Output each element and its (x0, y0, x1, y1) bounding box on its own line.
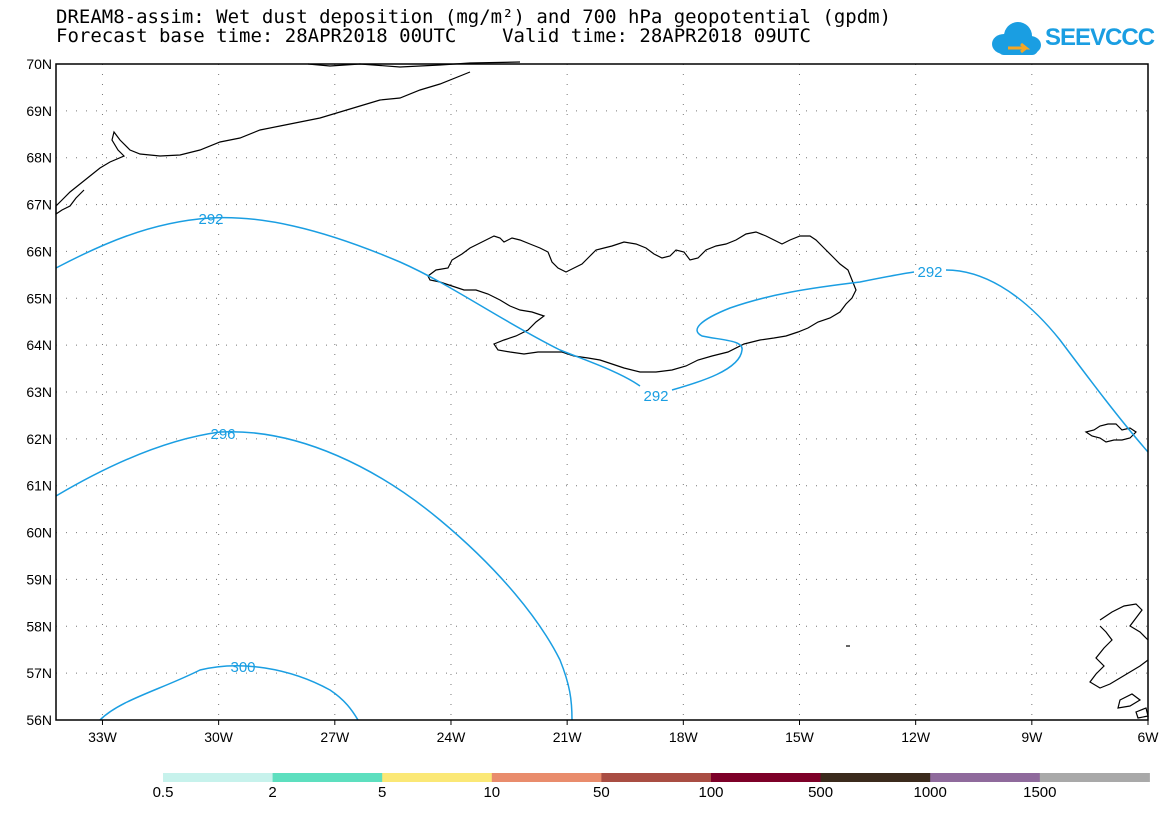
graticule (56, 64, 1148, 720)
colorbar-swatch (272, 773, 383, 782)
colorbar-label: 10 (483, 784, 501, 801)
coast-greenland (55, 61, 521, 216)
lat-tick-label: 64N (26, 337, 52, 353)
lon-tick-label: 9W (1021, 729, 1043, 745)
contour-label-292c: 292 (917, 264, 942, 281)
lat-tick-label: 58N (26, 618, 52, 634)
geopotential-contours (55, 216, 1149, 721)
lat-tick-label: 63N (26, 384, 52, 400)
contour-labels: 292 292 292 296 300 (198, 211, 942, 676)
contour-label-296: 296 (210, 426, 235, 443)
colorbar-swatch (163, 773, 274, 782)
chart-title-line1: DREAM8-assim: Wet dust deposition (mg/m²… (56, 6, 892, 28)
lon-tick-label: 21W (553, 729, 583, 745)
contour-label-292a: 292 (198, 211, 223, 228)
lon-tick-label: 27W (320, 729, 350, 745)
contour-label-292b: 292 (643, 388, 668, 405)
lon-tick-label: 12W (901, 729, 931, 745)
seevccc-logo: SEEVCCC (988, 18, 1155, 60)
colorbar-label: 50 (593, 784, 610, 801)
colorbar-label: 1500 (1023, 784, 1057, 801)
contour-300 (99, 665, 359, 721)
colorbar-swatch (491, 773, 602, 782)
lon-tick-label: 15W (785, 729, 815, 745)
lon-tick-label: 6W (1138, 729, 1160, 745)
colorbar-swatch (1039, 773, 1150, 782)
contour-label-300: 300 (230, 659, 255, 676)
coast-faroes (1084, 423, 1137, 443)
lat-tick-label: 70N (26, 56, 52, 72)
colorbar-swatch (820, 773, 931, 782)
lat-tick-label: 57N (26, 665, 52, 681)
contour-292-east (945, 269, 1149, 453)
map-frame (55, 63, 1149, 721)
lat-tick-label: 66N (26, 243, 52, 259)
colorbar-label: 100 (698, 784, 724, 801)
lat-tick-label: 65N (26, 290, 52, 306)
lat-tick-label: 59N (26, 571, 52, 587)
lat-tick-label: 56N (26, 712, 52, 728)
contour-292-west (55, 216, 641, 387)
lat-tick-label: 68N (26, 150, 52, 166)
colorbar-label: 1000 (913, 784, 947, 801)
lon-tick-label: 33W (88, 729, 118, 745)
colorbar-swatch (930, 773, 1041, 782)
lat-tick-label: 60N (26, 525, 52, 541)
logo-text: SEEVCCC (1045, 24, 1155, 51)
lon-tick-label: 30W (204, 729, 234, 745)
contour-292-loop (671, 271, 915, 391)
colorbar-label: 0.5 (152, 784, 174, 801)
colorbar-label: 500 (808, 784, 834, 801)
lat-tick-label: 62N (26, 431, 52, 447)
lat-tick-label: 69N (26, 103, 52, 119)
coast-scotland (1089, 603, 1149, 719)
colorbar-label: 2 (268, 784, 277, 801)
colorbar-label: 5 (378, 784, 387, 801)
coastlines (55, 61, 1149, 719)
contour-296 (55, 431, 573, 721)
lon-tick-label: 18W (669, 729, 699, 745)
axis-labels: 70N 69N 68N 67N 66N 65N 64N 63N 62N 61N 60N 59N 58N 5… (26, 56, 1159, 745)
lat-tick-label: 61N (26, 478, 52, 494)
colorbar-swatch (382, 773, 493, 782)
colorbar-swatch (601, 773, 712, 782)
lat-tick-label: 67N (26, 197, 52, 213)
lon-tick-label: 24W (437, 729, 467, 745)
coast-iceland (427, 231, 857, 373)
colorbar-swatch (711, 773, 822, 782)
cloud-icon (992, 22, 1041, 55)
chart-title-line2: Forecast base time: 28APR2018 00UTC Vali… (56, 25, 811, 47)
colorbar (163, 773, 1150, 782)
